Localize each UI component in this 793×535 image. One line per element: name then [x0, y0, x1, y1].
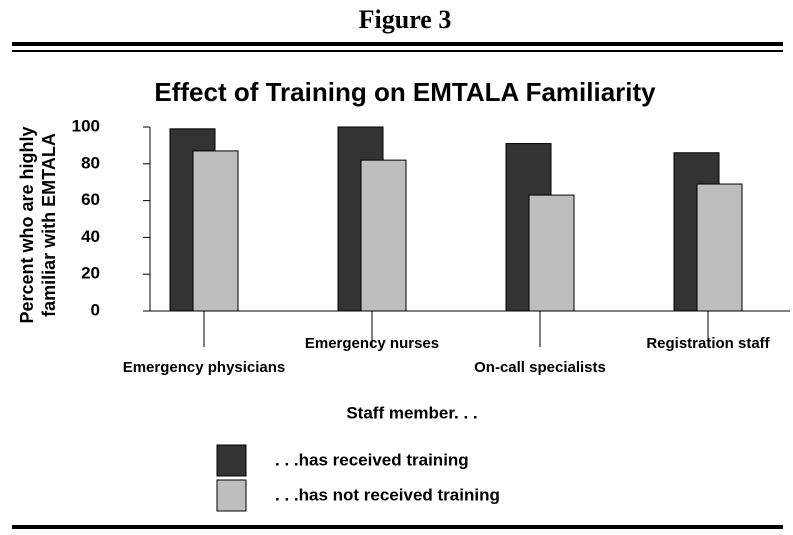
header-rule — [12, 50, 783, 52]
legend-swatch — [216, 479, 247, 512]
figure-label: Figure 3 — [359, 5, 452, 34]
y-tick-label: 60 — [81, 190, 100, 209]
header-rule — [12, 42, 783, 46]
x-tick-label: Registration staff — [646, 335, 770, 352]
x-tick-label: Emergency physicians — [123, 359, 286, 376]
y-axis-label: Percent who are highly familiar with EMT… — [17, 126, 59, 323]
legend-swatch — [216, 444, 247, 477]
x-tick-label: Emergency nurses — [305, 335, 439, 352]
y-label-line: Percent who are highly — [17, 126, 37, 323]
legend-label: . . .has received training — [275, 450, 469, 469]
y-tick-label: 20 — [81, 264, 100, 283]
y-tick-label: 0 — [91, 300, 100, 319]
footer-rule — [12, 525, 783, 529]
y-label-line: familiar with EMTALA — [39, 133, 59, 317]
x-tick-label: On-call specialists — [474, 359, 606, 376]
legend-title: Staff member. . . — [346, 403, 477, 422]
bar — [696, 183, 743, 312]
bar — [360, 159, 407, 312]
y-tick-label: 80 — [81, 153, 100, 172]
bar — [528, 194, 575, 312]
chart-title: Effect of Training on EMTALA Familiarity — [154, 77, 656, 107]
legend-label: . . .has not received training — [275, 485, 500, 504]
bar — [192, 150, 239, 312]
y-tick-label: 40 — [81, 227, 100, 246]
y-tick-label: 100 — [72, 116, 100, 135]
